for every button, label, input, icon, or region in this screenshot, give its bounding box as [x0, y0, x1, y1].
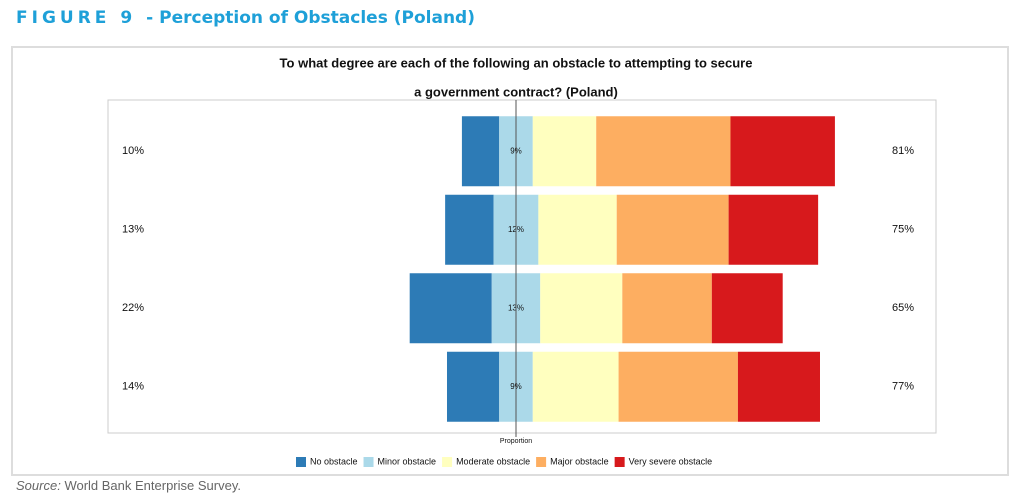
bar-segment — [618, 351, 738, 422]
bar-segment — [728, 194, 819, 265]
chart: To what degree are each of the following… — [11, 46, 1009, 476]
left-label: 22% — [122, 302, 144, 314]
legend-label: Minor obstacle — [378, 456, 437, 466]
source: Source: World Bank Enterprise Survey. — [16, 478, 241, 493]
left-label: 14% — [122, 381, 144, 393]
bar-segment — [737, 351, 820, 422]
bar-segment — [622, 273, 712, 344]
legend-swatch — [363, 457, 374, 467]
bar-segment — [730, 116, 835, 187]
x-axis-label: Proportion — [500, 438, 532, 445]
legend-swatch — [442, 457, 453, 467]
legend-label: No obstacle — [310, 456, 358, 466]
right-label: 77% — [892, 381, 914, 393]
legend-label: Moderate obstacle — [456, 456, 530, 466]
right-label: 75% — [892, 224, 914, 236]
left-label: 13% — [122, 224, 144, 236]
bar-segment — [409, 273, 492, 344]
right-label: 65% — [892, 302, 914, 314]
bar-segment — [711, 273, 783, 344]
bar-segment — [538, 194, 617, 265]
bar-segment — [532, 351, 619, 422]
bar-segment — [540, 273, 623, 344]
figure-label: FIGURE 9 — [16, 8, 137, 28]
bar-segment — [532, 116, 597, 187]
bar-segment — [461, 116, 500, 187]
legend-swatch — [536, 457, 547, 467]
chart-title: a government contract? (Poland) — [414, 84, 618, 99]
chart-title: To what degree are each of the following… — [280, 55, 753, 70]
figure-title: - Perception of Obstacles (Poland) — [146, 8, 475, 28]
bar-segment — [445, 194, 494, 265]
source-text: World Bank Enterprise Survey. — [64, 478, 241, 493]
plot-panel — [107, 99, 937, 434]
right-label: 81% — [892, 145, 914, 157]
source-label: Source: — [16, 478, 61, 493]
legend-swatch — [296, 457, 306, 467]
legend-label: Very severe obstacle — [629, 456, 713, 466]
figure-header: FIGURE 9 - Perception of Obstacles (Polan… — [16, 8, 475, 28]
bar-segment — [616, 194, 729, 265]
legend-label: Major obstacle — [550, 456, 609, 466]
left-label: 10% — [122, 145, 144, 157]
bar-segment — [446, 351, 500, 422]
legend-swatch — [614, 457, 625, 467]
bar-segment — [596, 116, 731, 187]
